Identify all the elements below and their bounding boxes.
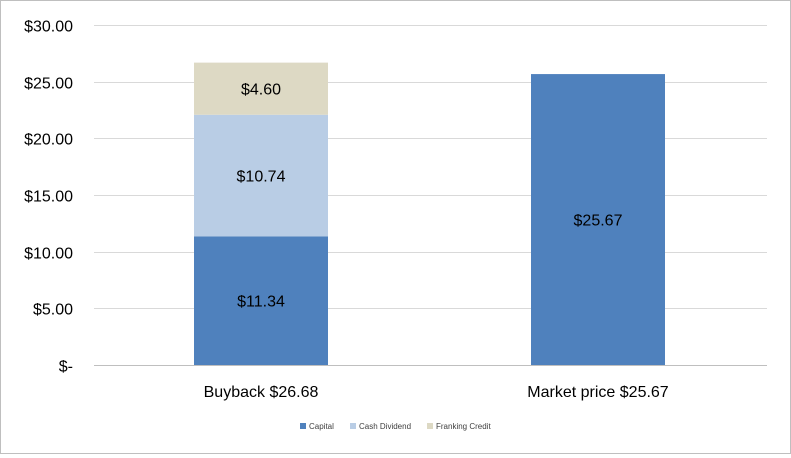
bar-segment (531, 74, 665, 365)
y-tick-label: $- (59, 359, 73, 376)
legend-label: Franking Credit (436, 422, 491, 431)
legend-item: Capital (300, 422, 334, 431)
y-tick-label: $15.00 (24, 189, 73, 206)
y-tick-label: $20.00 (24, 132, 73, 149)
x-tick-label: Buyback $26.68 (204, 384, 319, 401)
bars: $11.34 $10.74 $4.60 $25.67 (194, 62, 665, 365)
legend-item: Franking Credit (427, 422, 491, 431)
data-label: $25.67 (574, 213, 623, 230)
data-label: $11.34 (237, 294, 285, 311)
y-tick-label: $10.00 (24, 246, 73, 263)
legend-swatch (350, 423, 356, 429)
data-label: $4.60 (241, 82, 281, 99)
legend-item: Cash Dividend (350, 422, 411, 431)
x-axis-tick-labels: Buyback $26.68 Market price $25.67 (204, 384, 669, 401)
bar-segment (194, 236, 328, 365)
legend-swatch (300, 423, 306, 429)
y-tick-label: $5.00 (33, 302, 73, 319)
y-tick-label: $30.00 (24, 19, 73, 36)
data-label: $10.74 (237, 169, 286, 186)
y-tick-label: $25.00 (24, 76, 73, 93)
legend-label: Cash Dividend (359, 422, 411, 431)
legend: Capital Cash Dividend Franking Credit (300, 422, 491, 431)
bar-segment (194, 114, 328, 237)
y-axis-tick-labels: $- $5.00 $10.00 $15.00 $20.00 $25.00 $30.00 (24, 19, 73, 376)
legend-label: Capital (309, 422, 334, 431)
bar-segment (194, 62, 328, 115)
legend-swatch (427, 423, 433, 429)
x-tick-label: Market price $25.67 (527, 384, 669, 401)
